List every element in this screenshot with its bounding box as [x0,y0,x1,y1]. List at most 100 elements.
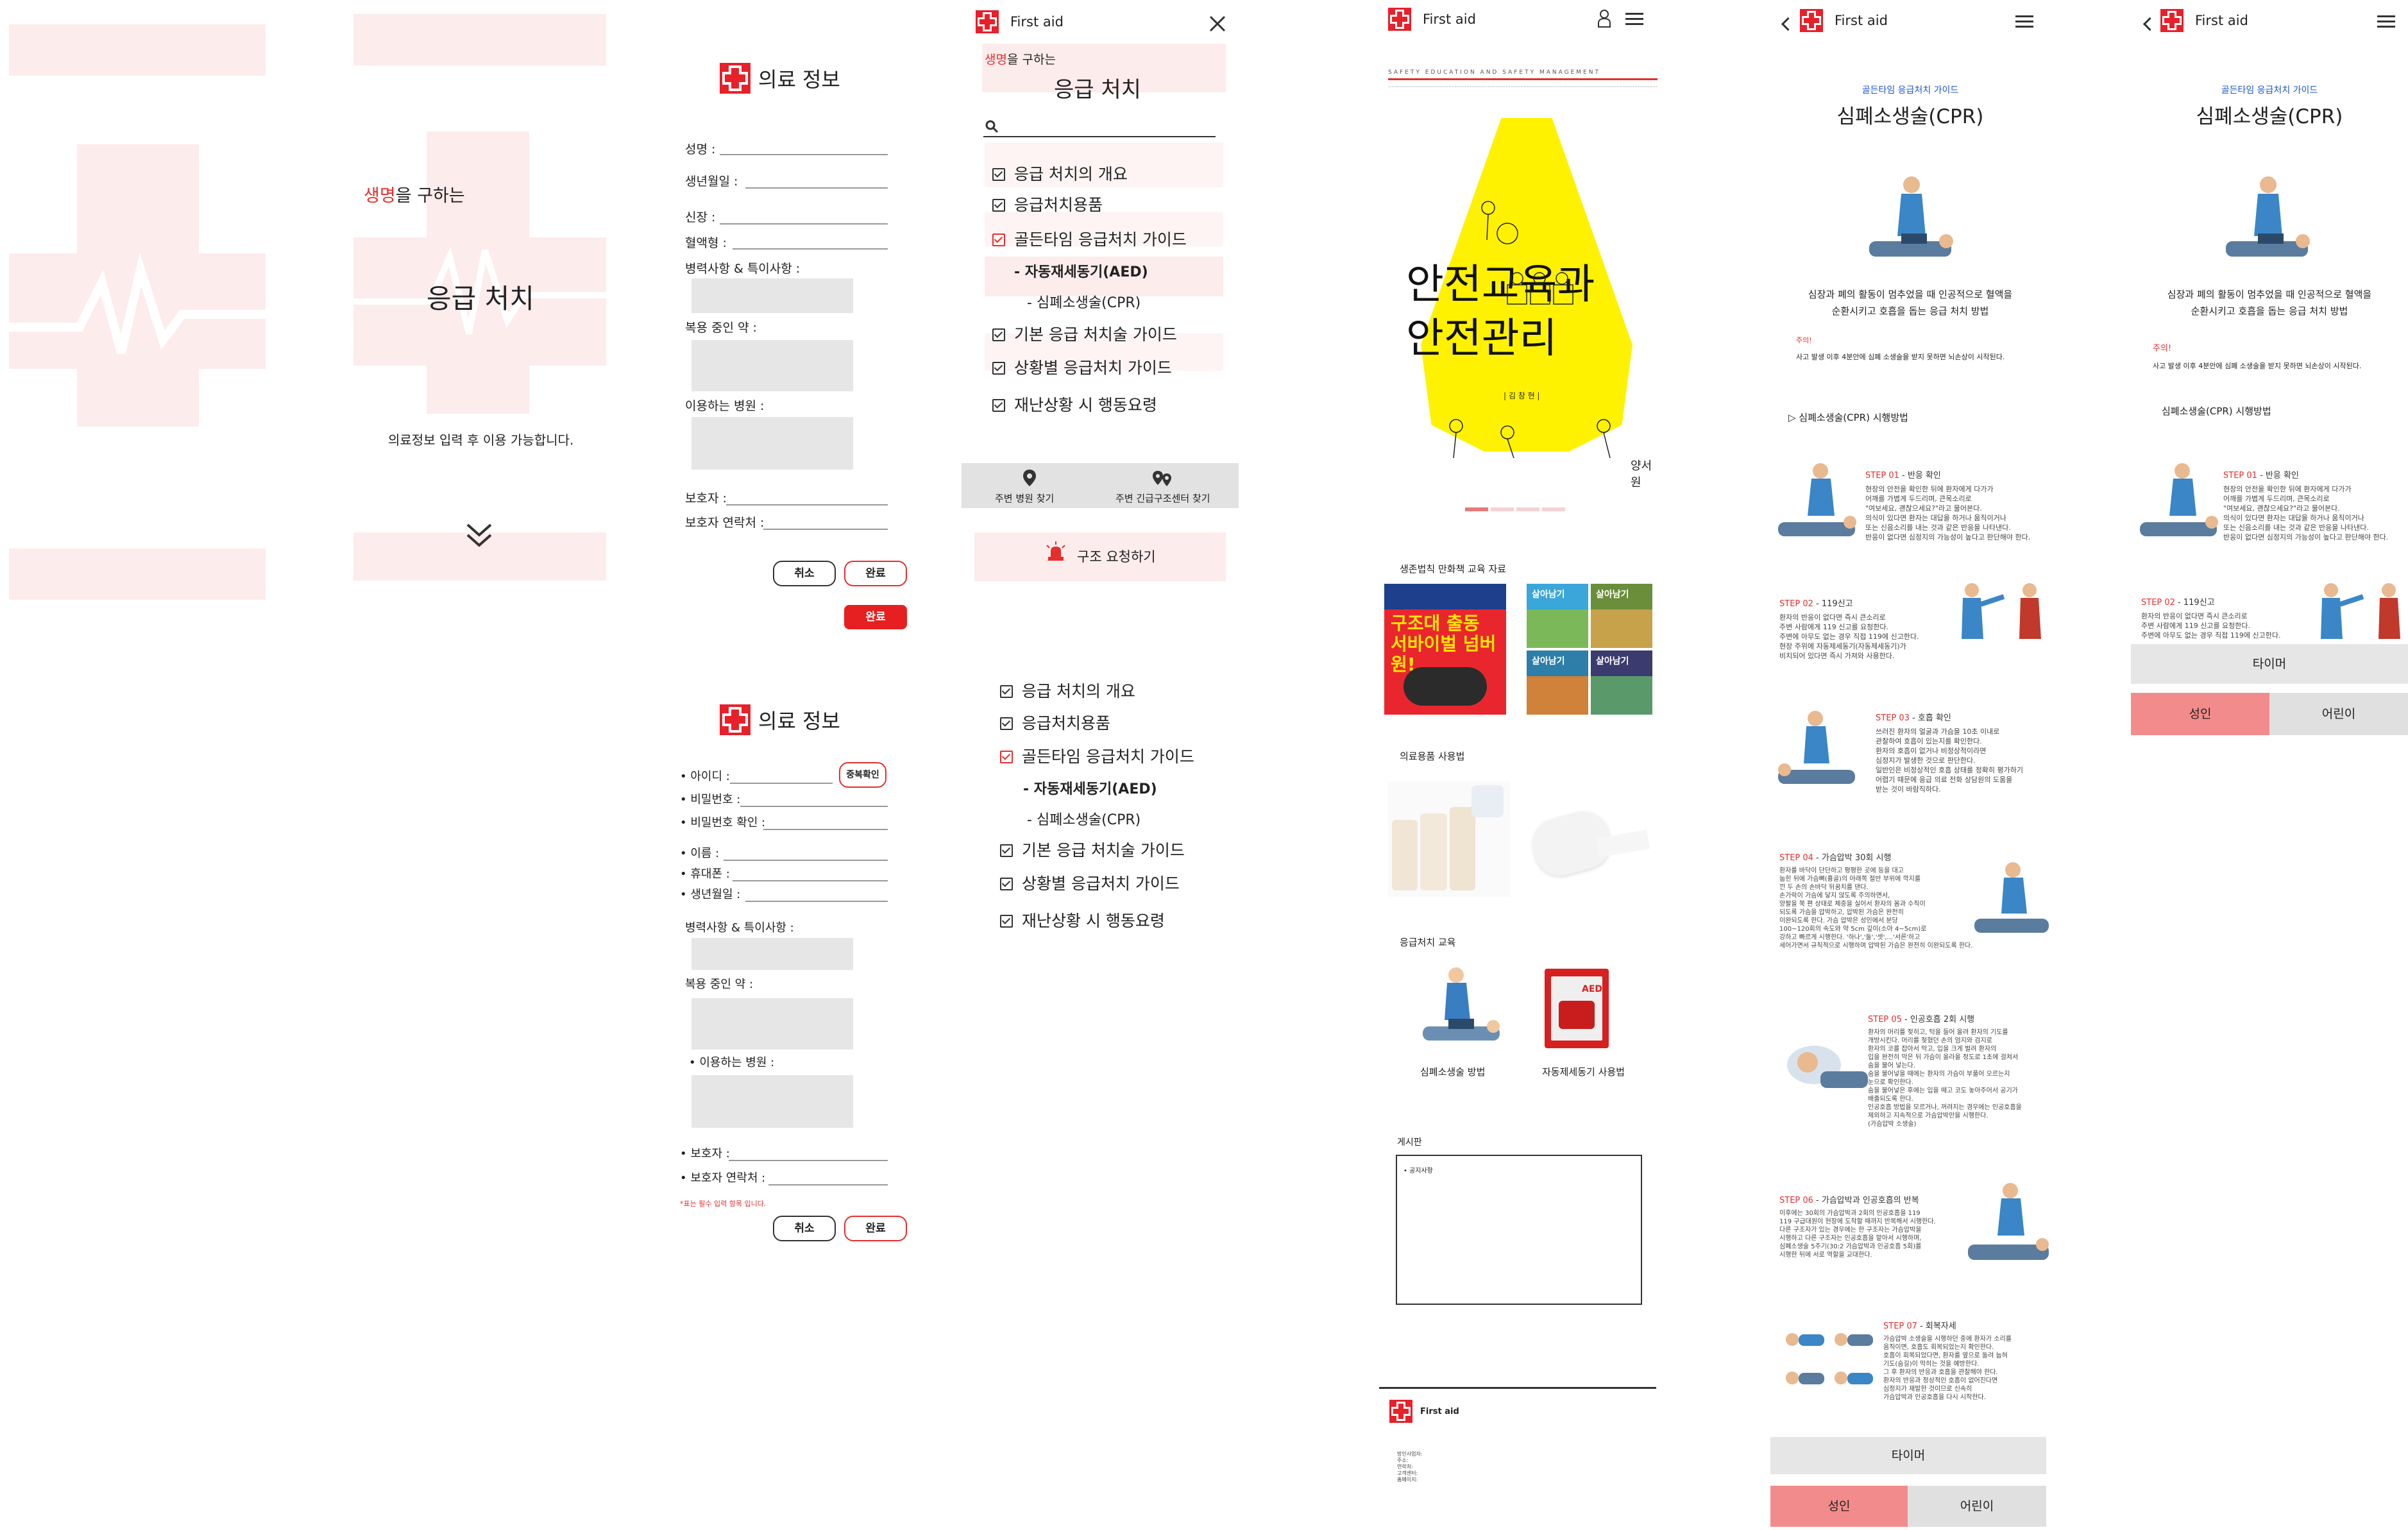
pw-confirm-label: • 비밀번호 확인 : [680,816,766,829]
comic-book-3[interactable]: 살아남기 [1591,584,1652,648]
signup-form-header: 의료 정보 [720,704,840,735]
timer-button[interactable]: 타이머 [1770,1437,2046,1474]
cpr-illustration[interactable] [1416,962,1506,1052]
step5-num: STEP 05 [1868,1015,1902,1024]
dup-check-button[interactable]: 중복확인 [839,762,886,788]
search-icon[interactable] [985,119,999,133]
back-icon[interactable] [1781,17,1795,31]
user-icon[interactable] [1597,9,1611,28]
birth-input[interactable] [745,187,888,189]
comic-book-2[interactable]: 살아남기 [1527,584,1588,648]
signup-guardian-input[interactable] [729,1160,888,1161]
menu2-item-basic[interactable]: 기본 응급 처치술 가이드 [1000,838,1185,861]
menu-item-basic[interactable]: 기본 응급 처치술 가이드 [992,322,1177,345]
cpr-short-tab-child[interactable]: 어린이 [2269,693,2408,735]
medical-form-screen: 의료 정보 성명 : 생년월일 : 신장 : 혈액형 : 병력사항 & 특이사항… [674,0,930,1530]
menu2-item-aed[interactable]: - 자동재세동기(AED) [1023,781,1157,797]
cancel-button[interactable]: 취소 [773,561,836,586]
logo-icon [720,704,750,735]
id-input[interactable] [730,783,833,784]
signup-done-button[interactable]: 완료 [844,1216,907,1241]
aed-box-label: AED [1582,984,1603,994]
signup-cancel-button[interactable]: 취소 [773,1216,836,1241]
app-title: First aid [2195,13,2248,28]
signup-guardian-phone-input[interactable] [768,1184,888,1186]
signup-history-textarea[interactable] [691,938,853,970]
tab-adult[interactable]: 성인 [1770,1486,1908,1527]
phone-input[interactable] [733,880,888,881]
splash-screen: 생명을 구하는 응급 처치 의료정보 입력 후 이용 가능합니다. [350,0,613,1530]
home-header: First aid [1388,8,1476,31]
name-label: • 이름 : [680,847,720,860]
hospital-textarea[interactable] [691,417,853,470]
carousel-indicator[interactable] [1465,507,1565,511]
rescue-request-button[interactable] [974,532,1226,581]
nearby-rescue-button[interactable]: 주변 긴급구조센터 찾기 [1115,493,1210,504]
comic-book-1[interactable]: 구조대 출동 서바이벌 넘버원! [1384,584,1506,715]
signup-guardian-phone-label: • 보호자 연락처 : [680,1171,766,1185]
comic-book-4[interactable]: 살아남기 [1527,650,1588,715]
blood-input[interactable] [733,248,888,250]
home-screen: First aid SAFETY EDUCATION AND SAFETY MA… [1379,0,1661,1530]
intro-pink-bottom-bar [9,548,266,600]
cpr-method-label[interactable]: 심폐소생술 방법 [1420,1066,1486,1078]
step5-title: 인공호흡 2회 시행 [1910,1015,1975,1024]
tab-child[interactable]: 어린이 [1908,1486,2046,1527]
aed-box-image[interactable]: AED [1545,969,1609,1048]
height-input[interactable] [720,223,888,225]
menu-item-supplies[interactable]: 응급처치용품 [992,192,1103,216]
menu-item-disaster[interactable]: 재난상황 시 행동요령 [992,393,1157,416]
name-input[interactable] [720,154,888,155]
signup-birth-input[interactable] [745,901,888,902]
guardian-phone-input[interactable] [763,529,888,530]
signup-name-input[interactable] [724,860,888,861]
back-icon[interactable] [2142,17,2157,31]
menu-highlight-1 [985,142,1223,187]
menu2-item-overview[interactable]: 응급 처치의 개요 [1000,679,1135,702]
pw-input[interactable] [740,806,888,807]
gauze-roll-image[interactable] [1527,795,1655,881]
menu2-item-golden-time[interactable]: 골든타임 응급처치 가이드 [1000,744,1194,767]
board-box[interactable]: • 공지사항 [1396,1155,1642,1305]
hamburger-menu-icon[interactable] [2377,15,2395,28]
history-textarea[interactable] [691,278,853,313]
banner[interactable]: SAFETY EDUCATION AND SAFETY MANAGEMENT ·… [1386,67,1661,497]
cpr-short-timer-button[interactable]: 타이머 [2131,644,2408,684]
guardian-input[interactable] [726,504,888,506]
section-supplies-title: 의료용품 사용법 [1400,751,1465,762]
step4-num: STEP 04 [1779,853,1813,863]
done-button[interactable]: 완료 [844,561,907,586]
search-input[interactable] [983,136,1216,137]
signup-hospital-textarea[interactable] [691,1075,853,1128]
signup-meds-textarea[interactable] [691,998,853,1050]
menu2-item-cpr[interactable]: - 심폐소생술(CPR) [1027,812,1141,828]
menu2-item-situation[interactable]: 상황별 응급처치 가이드 [1000,871,1180,894]
menu2-item-disaster[interactable]: 재난상황 시 행동요령 [1000,908,1165,931]
menu-item-golden-time[interactable]: 골든타임 응급처치 가이드 [992,227,1187,250]
step2-illustration [1962,583,2041,639]
step1-num: STEP 01 [1865,471,1899,480]
double-chevron-down-icon[interactable] [465,521,493,549]
menu-item-aed[interactable]: - 자동재세동기(AED) [1014,264,1148,280]
comic-book-5[interactable]: 살아남기 [1591,650,1652,715]
footer-brand-name: First aid [1420,1406,1459,1416]
menu-item-overview[interactable]: 응급 처치의 개요 [992,162,1128,185]
section-comics-title: 생존법칙 만화책 교육 자료 [1400,563,1507,575]
nearby-hospital-button[interactable]: 주변 병원 찾기 [995,493,1055,504]
cpr-short-tab-adult[interactable]: 성인 [2131,693,2269,735]
heartbeat-icon [9,252,266,354]
step3-block: STEP 03 - 호흡 확인 쓰러진 환자의 얼굴과 가슴을 10초 이내로 관… [1876,713,2024,794]
pw-confirm-input[interactable] [763,829,888,830]
aed-usage-label[interactable]: 자동제세동기 사용법 [1542,1066,1625,1078]
signup-guardian-label: • 보호자 : [680,1147,730,1160]
bandage-rolls-image[interactable] [1388,781,1510,897]
board-notice-item[interactable]: • 공지사항 [1403,1168,1433,1175]
menu-item-cpr[interactable]: - 심폐소생술(CPR) [1027,295,1141,311]
menu-item-situation[interactable]: 상황별 응급처치 가이드 [992,355,1172,378]
close-icon[interactable] [1209,15,1226,32]
meds-textarea[interactable] [691,340,853,391]
hamburger-menu-icon[interactable] [1625,13,1643,26]
done-active-button[interactable]: 완료 [844,605,907,629]
hamburger-menu-icon[interactable] [2015,15,2033,28]
menu2-item-supplies[interactable]: 응급처치용품 [1000,711,1110,734]
